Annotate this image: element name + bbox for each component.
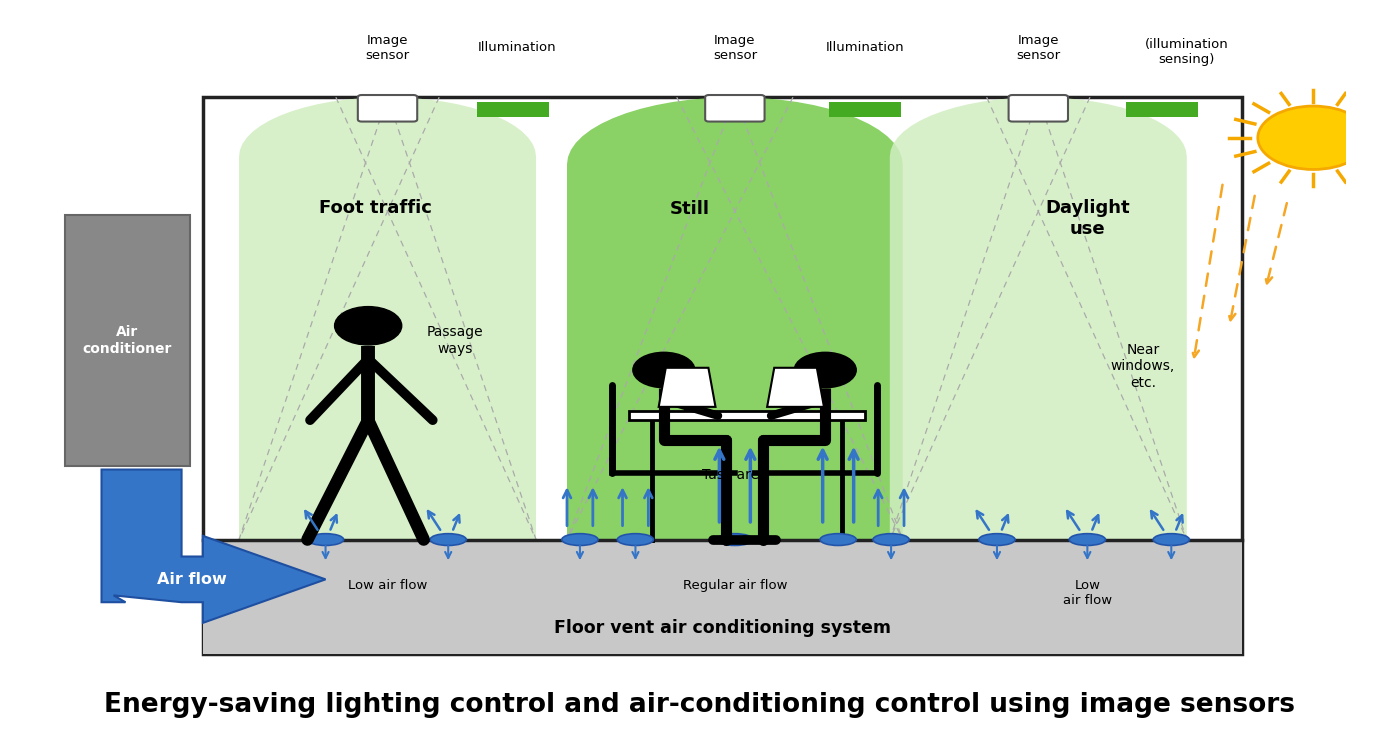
Circle shape xyxy=(794,352,857,388)
Ellipse shape xyxy=(874,534,909,545)
Text: Image
sensor: Image sensor xyxy=(365,34,410,62)
Ellipse shape xyxy=(979,534,1015,545)
Polygon shape xyxy=(476,102,549,117)
Text: Foot traffic: Foot traffic xyxy=(319,199,433,217)
Ellipse shape xyxy=(561,534,598,545)
Text: Illumination: Illumination xyxy=(826,41,904,54)
Ellipse shape xyxy=(1070,534,1106,545)
Polygon shape xyxy=(203,539,1242,654)
Text: Floor vent air conditioning system: Floor vent air conditioning system xyxy=(554,619,890,637)
Circle shape xyxy=(335,306,402,345)
Ellipse shape xyxy=(617,534,654,545)
Polygon shape xyxy=(567,98,903,539)
Polygon shape xyxy=(203,97,1242,654)
Text: Passage
ways: Passage ways xyxy=(427,326,483,356)
Text: Low
air flow: Low air flow xyxy=(1063,579,1112,607)
Polygon shape xyxy=(1126,102,1198,117)
Polygon shape xyxy=(890,98,1187,539)
Text: (illumination
sensing): (illumination sensing) xyxy=(1145,38,1229,66)
Polygon shape xyxy=(658,368,715,407)
FancyBboxPatch shape xyxy=(1008,95,1068,121)
Ellipse shape xyxy=(717,534,753,545)
Text: Daylight
use: Daylight use xyxy=(1044,200,1130,238)
Text: Energy-saving lighting control and air-conditioning control using image sensors: Energy-saving lighting control and air-c… xyxy=(105,693,1295,719)
Text: Regular air flow: Regular air flow xyxy=(683,579,787,592)
Polygon shape xyxy=(102,469,326,623)
Text: Image
sensor: Image sensor xyxy=(1016,34,1060,62)
Ellipse shape xyxy=(430,534,466,545)
Circle shape xyxy=(1257,106,1369,169)
Text: Image
sensor: Image sensor xyxy=(713,34,757,62)
Polygon shape xyxy=(629,411,865,420)
Ellipse shape xyxy=(308,534,343,545)
Polygon shape xyxy=(767,368,825,407)
Text: Task area: Task area xyxy=(701,468,767,482)
Polygon shape xyxy=(829,102,902,117)
FancyBboxPatch shape xyxy=(706,95,764,121)
Ellipse shape xyxy=(1154,534,1190,545)
Polygon shape xyxy=(64,215,190,466)
FancyBboxPatch shape xyxy=(358,95,417,121)
Circle shape xyxy=(633,352,694,388)
Text: Air flow: Air flow xyxy=(157,572,227,587)
Text: Illumination: Illumination xyxy=(477,41,556,54)
Text: Near
windows,
etc.: Near windows, etc. xyxy=(1110,343,1175,389)
Polygon shape xyxy=(239,98,536,539)
Ellipse shape xyxy=(820,534,857,545)
Text: Low air flow: Low air flow xyxy=(347,579,427,592)
Text: Still: Still xyxy=(669,201,710,218)
Text: Air
conditioner: Air conditioner xyxy=(83,326,172,356)
